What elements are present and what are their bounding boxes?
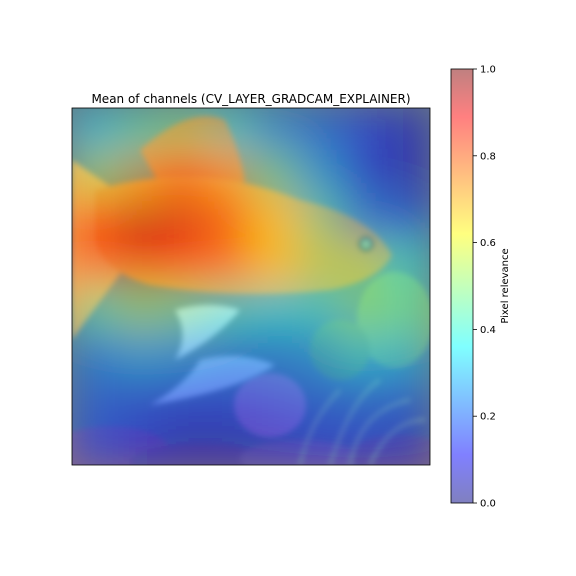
heatmap-cell <box>72 196 118 243</box>
heatmap-cell <box>115 196 163 243</box>
heatmap-cell <box>339 330 387 377</box>
heatmap-cell <box>339 419 387 465</box>
heatmap-cell <box>72 240 118 288</box>
heatmap-cell <box>339 240 387 288</box>
heatmap-cell <box>205 374 252 422</box>
heatmap-cell <box>384 151 430 199</box>
heatmap-cell <box>294 108 342 154</box>
colorbar-tick-label: 0.2 <box>480 412 496 423</box>
heatmap-cell <box>250 240 297 288</box>
heatmap-cell <box>72 108 118 154</box>
colorbar-gradient <box>451 69 473 503</box>
heatmap-cell <box>294 285 342 333</box>
heatmap-cell <box>294 240 342 288</box>
heatmap-cell <box>250 330 297 377</box>
heatmap-cell <box>160 285 208 333</box>
heatmap-cell <box>160 240 208 288</box>
heatmap-cell <box>250 285 297 333</box>
heatmap-cell <box>294 419 342 465</box>
colorbar-tick-label: 0.6 <box>480 238 496 249</box>
relevance-heatmap <box>72 108 430 465</box>
heatmap-cell <box>205 196 252 243</box>
heatmap-cell <box>72 330 118 377</box>
heatmap-cell <box>339 151 387 199</box>
colorbar-tick-label: 1.0 <box>480 65 496 76</box>
heatmap-cell <box>205 285 252 333</box>
heatmap-cell <box>384 285 430 333</box>
heatmap-cell <box>384 374 430 422</box>
colorbar-frame <box>450 68 474 504</box>
heatmap-cell <box>250 374 297 422</box>
heatmap-cell <box>160 151 208 199</box>
heatmap-cell <box>72 285 118 333</box>
heatmap-cell <box>339 285 387 333</box>
colorbar-ticks: 0.0 0.2 0.4 0.6 0.8 1.0 <box>473 65 496 510</box>
heatmap-cell <box>115 330 163 377</box>
heatmap-cell <box>160 374 208 422</box>
heatmap-cell <box>250 151 297 199</box>
heatmap-cell <box>205 108 252 154</box>
heatmap-cell <box>72 419 118 465</box>
heatmap-cell <box>294 374 342 422</box>
heatmap-cell <box>384 240 430 288</box>
image-axes-frame <box>71 107 431 466</box>
heatmap-cell <box>160 108 208 154</box>
heatmap-cell <box>384 330 430 377</box>
colorbar: 0.0 0.2 0.4 0.6 0.8 1.0 Pixel relevance <box>450 65 511 510</box>
colorbar-label: Pixel relevance <box>500 248 511 323</box>
heatmap-cell <box>339 374 387 422</box>
heatmap-cell <box>294 151 342 199</box>
heatmap-cell <box>205 240 252 288</box>
heatmap-cell <box>250 419 297 465</box>
heatmap-cell <box>160 330 208 377</box>
heatmap-cell <box>384 419 430 465</box>
heatmap-cell <box>250 196 297 243</box>
heatmap-cell <box>72 151 118 199</box>
heatmap-cell <box>115 374 163 422</box>
colorbar-tick-label: 0.8 <box>480 151 496 162</box>
heatmap-cell <box>115 285 163 333</box>
heatmap-cell <box>294 196 342 243</box>
heatmap-cell <box>384 196 430 243</box>
image-axes <box>72 108 430 465</box>
heatmap-cell <box>115 151 163 199</box>
heatmap-cell <box>339 196 387 243</box>
heatmap-cell <box>72 374 118 422</box>
heatmap-cell <box>339 108 387 154</box>
chart-title: Mean of channels (CV_LAYER_GRADCAM_EXPLA… <box>91 92 410 106</box>
heatmap-cell <box>205 330 252 377</box>
heatmap-cell <box>205 151 252 199</box>
heatmap-cell <box>115 419 163 465</box>
heatmap-cell <box>294 330 342 377</box>
heatmap-cell <box>205 419 252 465</box>
heatmap-cell <box>115 108 163 154</box>
colorbar-tick-label: 0.4 <box>480 325 496 336</box>
heatmap-cell <box>250 108 297 154</box>
heatmap-cell <box>160 419 208 465</box>
heatmap-cell <box>384 108 430 154</box>
colorbar-tick-label: 0.0 <box>480 499 496 510</box>
heatmap-cell <box>160 196 208 243</box>
heatmap-cell <box>115 240 163 288</box>
